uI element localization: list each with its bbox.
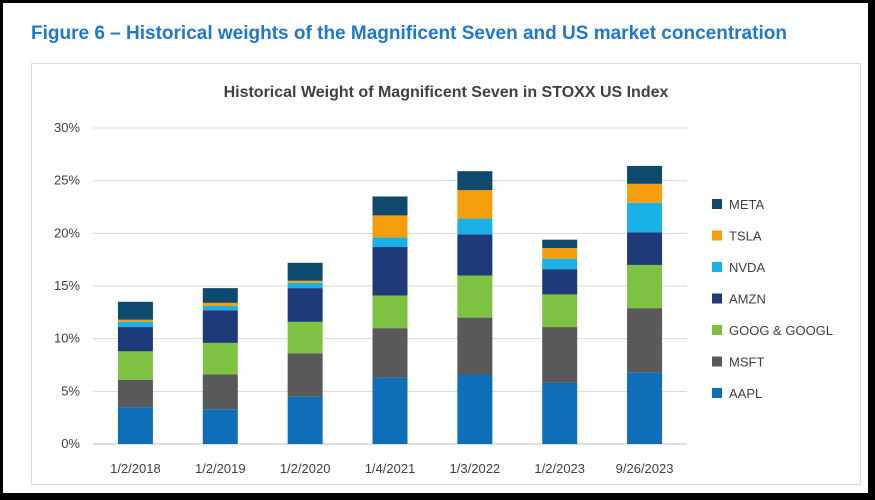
bar-aapl-4 [457,374,493,444]
x-tick-label: 1/2/2023 [534,461,585,476]
legend-swatch [712,262,722,272]
bar-goog-googl-4 [457,275,493,318]
legend-label: MSFT [729,355,764,370]
bar-msft-2 [287,353,323,397]
bar-msft-1 [202,374,238,410]
y-tick-label: 10% [54,331,80,346]
bar-tsla-6 [627,183,663,203]
y-tick-label: 5% [61,383,80,398]
y-tick-label: 30% [54,120,80,135]
legend-label: META [729,197,764,212]
bar-nvda-4 [457,218,493,235]
bar-amzn-2 [287,288,323,322]
bar-meta-6 [627,165,663,184]
x-tick-label: 1/4/2021 [365,461,416,476]
legend-swatch [712,325,722,335]
bar-tsla-4 [457,190,493,219]
y-tick-label: 20% [54,225,80,240]
bar-aapl-6 [627,372,663,444]
bar-goog-googl-6 [627,264,663,309]
x-tick-label: 1/3/2022 [450,461,501,476]
x-tick-label: 9/26/2023 [616,461,674,476]
bar-msft-3 [372,328,408,378]
legend-swatch [712,230,722,241]
bar-nvda-3 [372,237,408,248]
legend-label: AAPL [729,386,762,401]
bar-nvda-2 [287,282,323,289]
legend-label: TSLA [729,229,762,244]
bar-msft-0 [117,379,153,408]
bar-amzn-3 [372,247,408,296]
legend-label: GOOG & GOOGL [729,323,833,338]
chart-area: Historical Weight of Magnificent Seven i… [31,63,861,485]
bar-goog-googl-3 [372,295,408,329]
bar-meta-1 [202,288,238,303]
bar-tsla-5 [542,248,578,259]
bar-meta-5 [542,239,578,249]
bar-amzn-1 [202,310,238,343]
bar-aapl-0 [117,407,153,444]
bar-amzn-4 [457,234,493,276]
bar-goog-googl-1 [202,342,238,375]
bar-aapl-2 [287,396,323,444]
bar-tsla-1 [202,302,238,307]
bar-tsla-2 [287,280,323,283]
legend-swatch [712,388,722,398]
bar-goog-googl-0 [117,351,153,380]
bar-meta-3 [372,196,408,216]
bar-tsla-0 [117,319,153,322]
chart-svg: Historical Weight of Magnificent Seven i… [54,84,833,476]
bar-msft-5 [542,327,578,383]
bar-amzn-0 [117,327,153,352]
y-tick-label: 25% [54,173,80,188]
bar-nvda-0 [117,321,153,328]
figure-title: Figure 6 – Historical weights of the Mag… [31,23,787,44]
bar-amzn-5 [542,269,578,295]
legend-swatch [712,356,722,367]
figure-frame: Figure 6 – Historical weights of the Mag… [3,3,868,493]
bar-nvda-1 [202,306,238,311]
y-tick-label: 0% [61,436,80,451]
bar-goog-googl-5 [542,294,578,328]
bar-msft-4 [457,317,493,375]
x-tick-label: 1/2/2018 [110,461,161,476]
bar-nvda-6 [627,202,663,233]
y-tick-label: 15% [54,278,80,293]
bar-meta-0 [117,301,153,320]
legend-label: AMZN [729,292,766,307]
x-tick-label: 1/2/2019 [195,461,246,476]
chart-title: Historical Weight of Magnificent Seven i… [224,84,669,101]
bar-goog-googl-2 [287,321,323,354]
bar-tsla-3 [372,215,408,238]
bar-aapl-5 [542,382,578,444]
bar-amzn-6 [627,232,663,265]
bar-aapl-3 [372,377,408,444]
legend-label: NVDA [729,260,765,275]
legend-swatch [712,199,722,209]
bar-nvda-5 [542,258,578,270]
bar-meta-4 [457,171,493,191]
bar-meta-2 [287,262,323,281]
bar-msft-6 [627,308,663,373]
bar-aapl-1 [202,409,238,444]
legend-swatch [712,293,722,304]
x-tick-label: 1/2/2020 [280,461,331,476]
